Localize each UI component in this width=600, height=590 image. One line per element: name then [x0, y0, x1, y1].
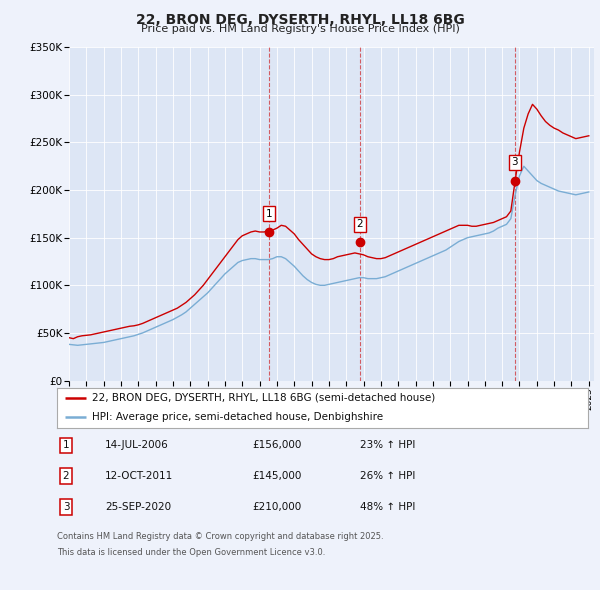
Text: 23% ↑ HPI: 23% ↑ HPI — [360, 441, 415, 450]
Text: 14-JUL-2006: 14-JUL-2006 — [105, 441, 169, 450]
Text: This data is licensed under the Open Government Licence v3.0.: This data is licensed under the Open Gov… — [57, 548, 325, 556]
Text: 22, BRON DEG, DYSERTH, RHYL, LL18 6BG (semi-detached house): 22, BRON DEG, DYSERTH, RHYL, LL18 6BG (s… — [92, 393, 435, 402]
Text: 1: 1 — [62, 441, 70, 450]
Text: £156,000: £156,000 — [252, 441, 301, 450]
Text: £145,000: £145,000 — [252, 471, 301, 481]
Text: 2: 2 — [62, 471, 70, 481]
Text: HPI: Average price, semi-detached house, Denbighshire: HPI: Average price, semi-detached house,… — [92, 411, 383, 421]
Text: 48% ↑ HPI: 48% ↑ HPI — [360, 502, 415, 512]
Text: Contains HM Land Registry data © Crown copyright and database right 2025.: Contains HM Land Registry data © Crown c… — [57, 532, 383, 541]
Text: 2: 2 — [356, 219, 363, 229]
Text: £210,000: £210,000 — [252, 502, 301, 512]
Text: 25-SEP-2020: 25-SEP-2020 — [105, 502, 171, 512]
Text: 26% ↑ HPI: 26% ↑ HPI — [360, 471, 415, 481]
Text: 22, BRON DEG, DYSERTH, RHYL, LL18 6BG: 22, BRON DEG, DYSERTH, RHYL, LL18 6BG — [136, 13, 464, 27]
Text: 3: 3 — [62, 502, 70, 512]
Text: 3: 3 — [512, 157, 518, 167]
Text: Price paid vs. HM Land Registry's House Price Index (HPI): Price paid vs. HM Land Registry's House … — [140, 24, 460, 34]
Text: 12-OCT-2011: 12-OCT-2011 — [105, 471, 173, 481]
Text: 1: 1 — [266, 209, 272, 219]
